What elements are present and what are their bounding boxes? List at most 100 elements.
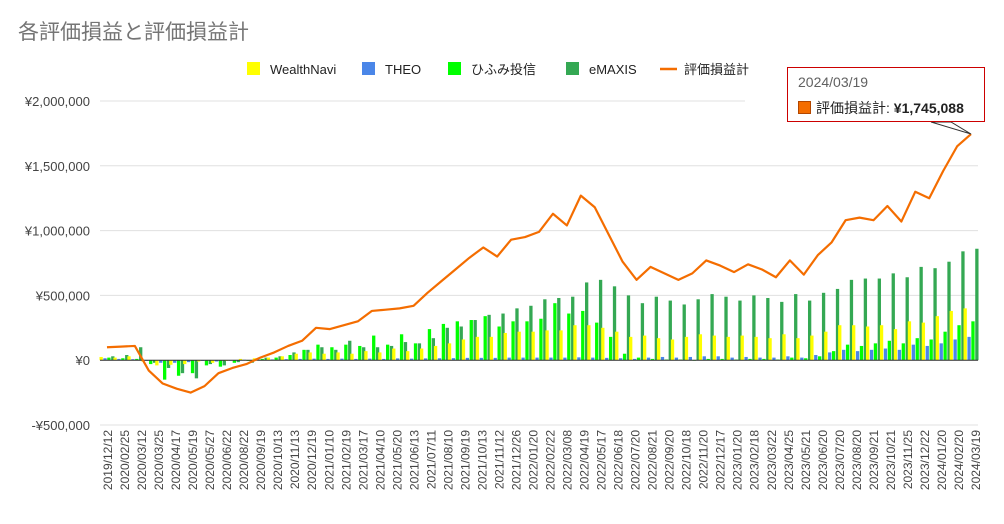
bar-WealthNavi-2021/11/12: [573, 325, 577, 361]
legend-swatch-icon-1: [362, 62, 375, 75]
bar-THEO-2022/05/17: [660, 356, 665, 361]
bar-ひふみ投信-2020/02/25: [135, 358, 139, 361]
bar-THEO-2021/09/19: [549, 357, 553, 361]
bar-eMAXIS-2020/12/19: [431, 338, 436, 361]
bar-THEO-2023/06/20: [842, 349, 846, 361]
bar-WealthNavi-2024/03/19: [963, 308, 967, 361]
bar-ひふみ投信-2022/01/20: [608, 336, 613, 361]
y-tick-label-1: ¥1,500,000: [24, 159, 90, 174]
x-tick-label-25: 2022/01/20: [527, 430, 541, 490]
x-tick-label-1: 2020/02/25: [118, 430, 132, 490]
bar-WealthNavi-2021/07/11: [517, 331, 521, 361]
bar-ひふみ投信-2021/01/10: [441, 323, 446, 361]
bar-THEO-2020/02/25: [131, 359, 135, 361]
bar-eMAXIS-2020/06/09: [278, 356, 282, 361]
x-tick-label-37: 2023/01/20: [731, 430, 745, 490]
bar-group: [99, 248, 979, 380]
bar-THEO-2022/01/20: [605, 357, 609, 361]
bar-THEO-2020/03/12: [159, 360, 163, 363]
bar-ひふみ投信-2021/07/11: [525, 321, 529, 361]
bar-eMAXIS-2021/04/10: [487, 314, 491, 361]
x-tick-label-10: 2020/10/13: [271, 430, 285, 490]
bar-ひふみ投信-2020/09/27: [358, 345, 362, 361]
bar-THEO-2021/11/12: [577, 357, 581, 361]
bar-THEO-2023/05/21: [828, 352, 832, 361]
bar-WealthNavi-2023/10/21: [893, 329, 898, 361]
bar-ひふみ投信-2019/12/12: [107, 357, 111, 361]
bar-eMAXIS-2022/06/18: [682, 304, 686, 361]
bar-eMAXIS-2021/09/19: [557, 297, 561, 361]
bar-WealthNavi-2020/08/22: [308, 352, 312, 361]
x-tick-label-49: 2024/01/20: [935, 430, 949, 490]
bar-THEO-2024/02/20: [953, 339, 957, 361]
x-tick-label-33: 2022/09/20: [663, 430, 677, 490]
bar-WealthNavi-2022/12/17: [754, 336, 758, 361]
bar-eMAXIS-2020/11/13: [403, 342, 408, 361]
bar-THEO-2020/09/19: [340, 358, 344, 361]
bar-eMAXIS-2021/01/10: [445, 327, 449, 361]
bar-ひふみ投信-2020/01/20: [121, 358, 125, 361]
bar-THEO-2022/09/20: [716, 356, 720, 361]
bar-ひふみ投信-2023/06/20: [845, 344, 850, 361]
y-tick-label-4: ¥0: [75, 353, 90, 368]
bar-ひふみ投信-2020/03/25: [190, 360, 195, 374]
x-tick-label-9: 2020/09/19: [254, 430, 268, 490]
bar-ひふみ投信-2020/06/09: [274, 357, 278, 361]
bar-eMAXIS-2021/05/20: [501, 313, 505, 361]
bar-ひふみ投信-2023/10/21: [901, 343, 905, 361]
bar-eMAXIS-2023/03/22: [807, 300, 812, 361]
bar-ひふみ投信-2024/03/19: [971, 321, 975, 361]
bar-eMAXIS-2021/08/10: [543, 299, 547, 361]
bar-eMAXIS-2022/04/19: [654, 296, 658, 361]
bar-ひふみ投信-2021/11/12: [581, 310, 585, 361]
bar-THEO-2023/03/22: [800, 357, 804, 361]
bar-ひふみ投信-2021/03/17: [469, 320, 473, 361]
bar-eMAXIS-2020/10/29: [389, 345, 394, 361]
bar-WealthNavi-2023/12/22: [921, 322, 926, 361]
tooltip-swatch-icon: [798, 101, 811, 114]
bar-THEO-2020/11/27: [409, 358, 414, 361]
bar-THEO-2020/11/13: [396, 358, 400, 361]
bar-ひふみ投信-2020/08/22: [316, 344, 320, 361]
bar-THEO-2021/06/13: [507, 357, 511, 361]
bar-WealthNavi-2020/01/20: [113, 357, 117, 361]
bar-eMAXIS-2022/09/20: [724, 296, 728, 361]
bar-ひふみ投信-2020/12/19: [427, 329, 432, 361]
bar-THEO-2021/10/13: [563, 357, 567, 361]
y-tick-label-0: ¥2,000,000: [24, 94, 90, 109]
bar-ひふみ投信-2023/11/25: [915, 338, 919, 361]
x-tick-label-23: 2021/11/12: [493, 430, 507, 489]
bar-THEO-2020/10/13: [368, 358, 372, 361]
bar-ひふみ投信-2020/10/13: [372, 335, 376, 361]
bar-ひふみ投信-2022/02/22: [622, 353, 627, 361]
y-tick-label-5: -¥500,000: [31, 418, 90, 433]
bar-eMAXIS-2020/03/12: [166, 360, 171, 368]
bar-THEO-2020/06/22: [284, 359, 288, 361]
bar-WealthNavi-2020/03/25: [183, 360, 187, 365]
x-tick-label-0: 2019/12/12: [101, 430, 115, 490]
bar-eMAXIS-2020/03/17: [180, 360, 185, 374]
bar-THEO-2021/05/20: [493, 357, 497, 361]
bar-ひふみ投信-2020/09/19: [344, 344, 348, 361]
bar-THEO-2020/09/04: [326, 358, 330, 361]
bar-eMAXIS-2023/04/25: [821, 292, 826, 361]
bar-WealthNavi-2022/01/20: [601, 327, 605, 361]
x-tick-label-17: 2021/05/20: [390, 430, 404, 490]
bar-eMAXIS-2020/02/25: [139, 347, 143, 361]
bar-WealthNavi-2020/06/22: [280, 356, 284, 361]
bar-eMAXIS-2024/02/20: [961, 251, 965, 361]
bar-ひふみ投信-2022/08/21: [706, 358, 710, 361]
bar-WealthNavi-2024/02/20: [949, 310, 953, 361]
bar-WealthNavi-2022/02/22: [615, 331, 619, 361]
bar-ひふみ投信-2020/03/12: [163, 360, 167, 380]
bar-WealthNavi-2021/06/13: [503, 332, 507, 361]
x-tick-label-30: 2022/06/18: [612, 430, 626, 490]
bar-ひふみ投信-2020/07/20: [302, 349, 306, 361]
bar-eMAXIS-2021/07/11: [529, 305, 533, 361]
bar-THEO-2022/11/20: [744, 356, 748, 361]
chart-title: 各評価損益と評価損益計: [18, 21, 249, 44]
x-tick-label-7: 2020/06/22: [220, 430, 234, 490]
bar-eMAXIS-2022/12/17: [766, 297, 770, 361]
bar-eMAXIS-2023/07/20: [863, 278, 868, 361]
bar-eMAXIS-2021/03/17: [473, 320, 477, 361]
